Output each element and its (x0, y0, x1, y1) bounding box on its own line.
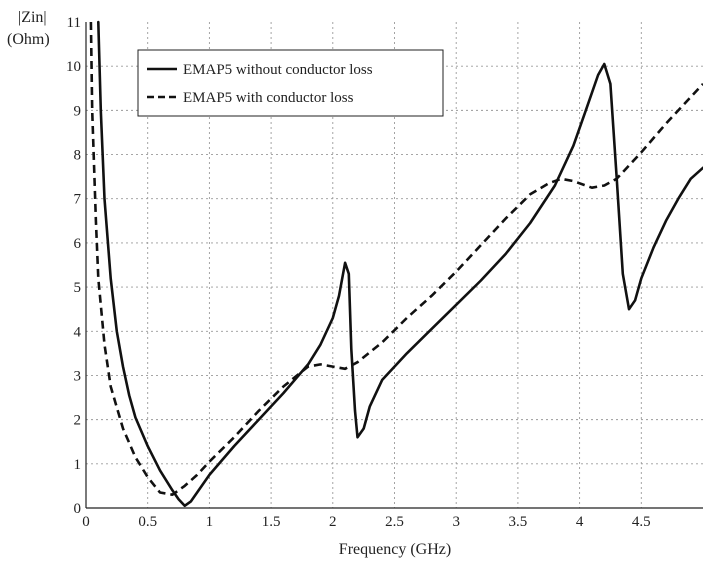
x-tick-label: 2 (329, 514, 337, 530)
y-tick-label: 1 (74, 457, 82, 473)
y-tick-labels: 0 1 2 3 4 5 6 7 8 9 10 11 (66, 15, 82, 517)
legend: EMAP5 without conductor loss EMAP5 with … (137, 49, 444, 117)
y-tick-label: 4 (74, 324, 82, 340)
series-line-without-conductor-loss (97, 20, 703, 508)
x-tick-label: 4.5 (632, 514, 651, 530)
y-tick-label: 0 (74, 501, 82, 517)
y-tick-label: 8 (74, 148, 82, 164)
y-tick-label: 6 (74, 236, 82, 252)
x-tick-labels: 0 0.5 1 1.5 2 2.5 3 3.5 4 4.5 (82, 514, 650, 530)
y-axis-label-line1: |Zin| (18, 9, 47, 26)
x-tick-label: 4 (576, 514, 584, 530)
x-tick-label: 3.5 (509, 514, 528, 530)
x-tick-label: 0 (82, 514, 90, 530)
legend-label-with-loss: EMAP5 with conductor loss (183, 90, 354, 106)
y-tick-label: 3 (74, 368, 82, 384)
series-lines (89, 20, 703, 508)
x-tick-label: 0.5 (138, 514, 157, 530)
x-tick-label: 3 (452, 514, 460, 530)
y-tick-label: 7 (74, 192, 82, 208)
y-tick-label: 5 (74, 280, 82, 296)
series-line-with-conductor-loss (89, 21, 703, 496)
legend-box (137, 49, 444, 117)
axes (85, 22, 703, 509)
y-tick-label: 11 (67, 15, 81, 31)
x-axis-label: Frequency (GHz) (339, 541, 451, 558)
y-tick-label: 2 (74, 413, 82, 429)
x-tick-label: 1.5 (262, 514, 281, 530)
x-tick-label: 2.5 (385, 514, 404, 530)
legend-label-without-loss: EMAP5 without conductor loss (183, 62, 373, 78)
x-tick-label: 1 (206, 514, 214, 530)
y-tick-label: 10 (66, 59, 81, 75)
y-tick-label: 9 (74, 103, 82, 119)
y-axis-label-line2: (Ohm) (7, 31, 50, 48)
